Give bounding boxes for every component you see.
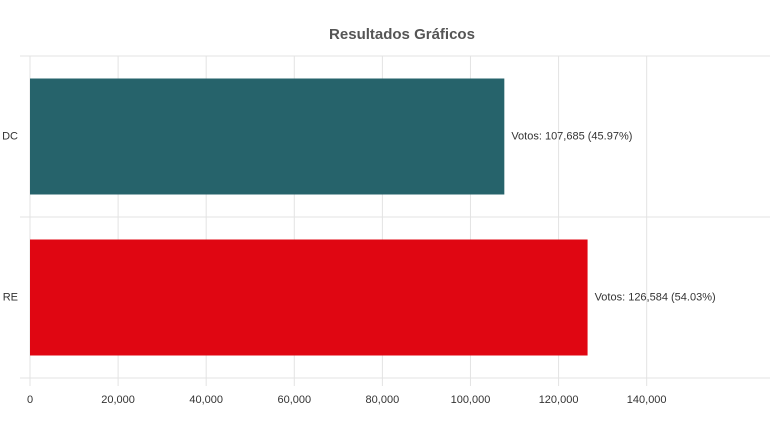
bar xyxy=(30,239,588,356)
x-tick-label: 0 xyxy=(27,394,33,406)
chart-title: Resultados Gráficos xyxy=(329,26,475,43)
value-label: Votos: 126,584 (54.03%) xyxy=(595,291,716,303)
x-tick-label: 140,000 xyxy=(627,394,667,406)
x-tick-label: 100,000 xyxy=(451,394,491,406)
value-label: Votos: 107,685 (45.97%) xyxy=(511,130,632,142)
y-tick-label: RE xyxy=(3,291,18,303)
x-tick-label: 60,000 xyxy=(277,394,311,406)
x-tick-label: 20,000 xyxy=(101,394,135,406)
x-tick-label: 120,000 xyxy=(539,394,579,406)
x-tick-label: 40,000 xyxy=(189,394,223,406)
y-tick-label: DC xyxy=(2,130,18,142)
x-tick-label: 80,000 xyxy=(366,394,400,406)
bar xyxy=(30,78,505,195)
